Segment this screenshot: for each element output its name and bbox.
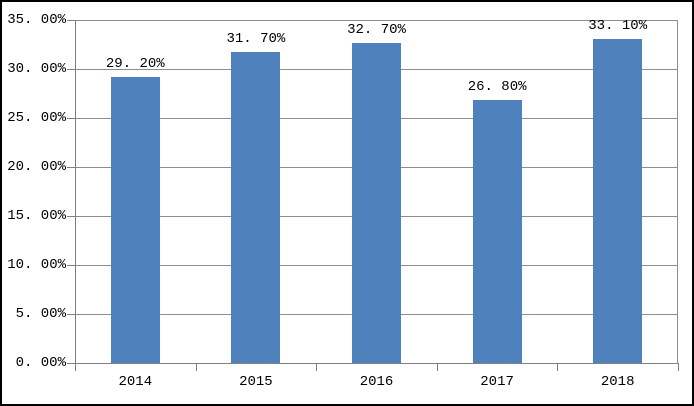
gridline-35 — [75, 20, 678, 21]
x-tick-label-2018: 2018 — [600, 374, 635, 390]
plot-right-border — [677, 20, 678, 364]
x-tick-label-2014: 2014 — [118, 374, 153, 390]
x-tick-2 — [316, 363, 318, 371]
x-axis-line — [75, 363, 678, 364]
y-tick-5 — [67, 314, 75, 315]
data-label-2017: 26. 80% — [467, 79, 527, 96]
data-label-2015: 31. 70% — [226, 31, 286, 48]
x-tick-4 — [557, 363, 559, 371]
x-tick-1 — [195, 363, 197, 371]
bar-2016 — [352, 42, 401, 363]
y-tick-label-20: 20. 00% — [7, 159, 66, 175]
plot-area: 29. 20% 31. 70% 32. 70% 26. 80% 33. 10% — [75, 17, 678, 364]
y-tick-20 — [67, 167, 75, 168]
x-tick-label-2015: 2015 — [239, 374, 273, 390]
y-tick-label-10: 10. 00% — [7, 257, 66, 273]
y-axis-line — [75, 20, 76, 364]
data-label-2016: 32. 70% — [347, 21, 406, 38]
bar-2015 — [231, 52, 281, 363]
data-label-2018: 33. 10% — [588, 17, 648, 34]
x-tick-0 — [75, 363, 76, 371]
x-tick-5 — [678, 363, 679, 371]
y-tick-label-0: 0. 00% — [15, 355, 66, 371]
y-tick-label-5: 5. 00% — [15, 306, 66, 322]
y-tick-30 — [67, 69, 75, 70]
y-tick-label-25: 25. 00% — [7, 110, 66, 126]
x-tick-3 — [436, 363, 438, 371]
y-tick-15 — [67, 216, 75, 217]
y-tick-label-35: 35. 00% — [7, 12, 66, 28]
y-tick-label-15: 15. 00% — [7, 208, 66, 224]
data-label-2014: 29. 20% — [105, 55, 165, 72]
y-tick-10 — [67, 265, 75, 266]
bar-2018 — [593, 38, 643, 363]
x-tick-label-2017: 2017 — [480, 374, 514, 390]
y-tick-0 — [67, 363, 75, 364]
y-tick-label-30: 30. 00% — [7, 61, 66, 77]
bar-2014 — [110, 76, 160, 363]
y-tick-25 — [67, 118, 75, 119]
x-tick-label-2016: 2016 — [359, 374, 394, 390]
bar-2017 — [472, 100, 522, 363]
y-tick-35 — [67, 20, 75, 21]
